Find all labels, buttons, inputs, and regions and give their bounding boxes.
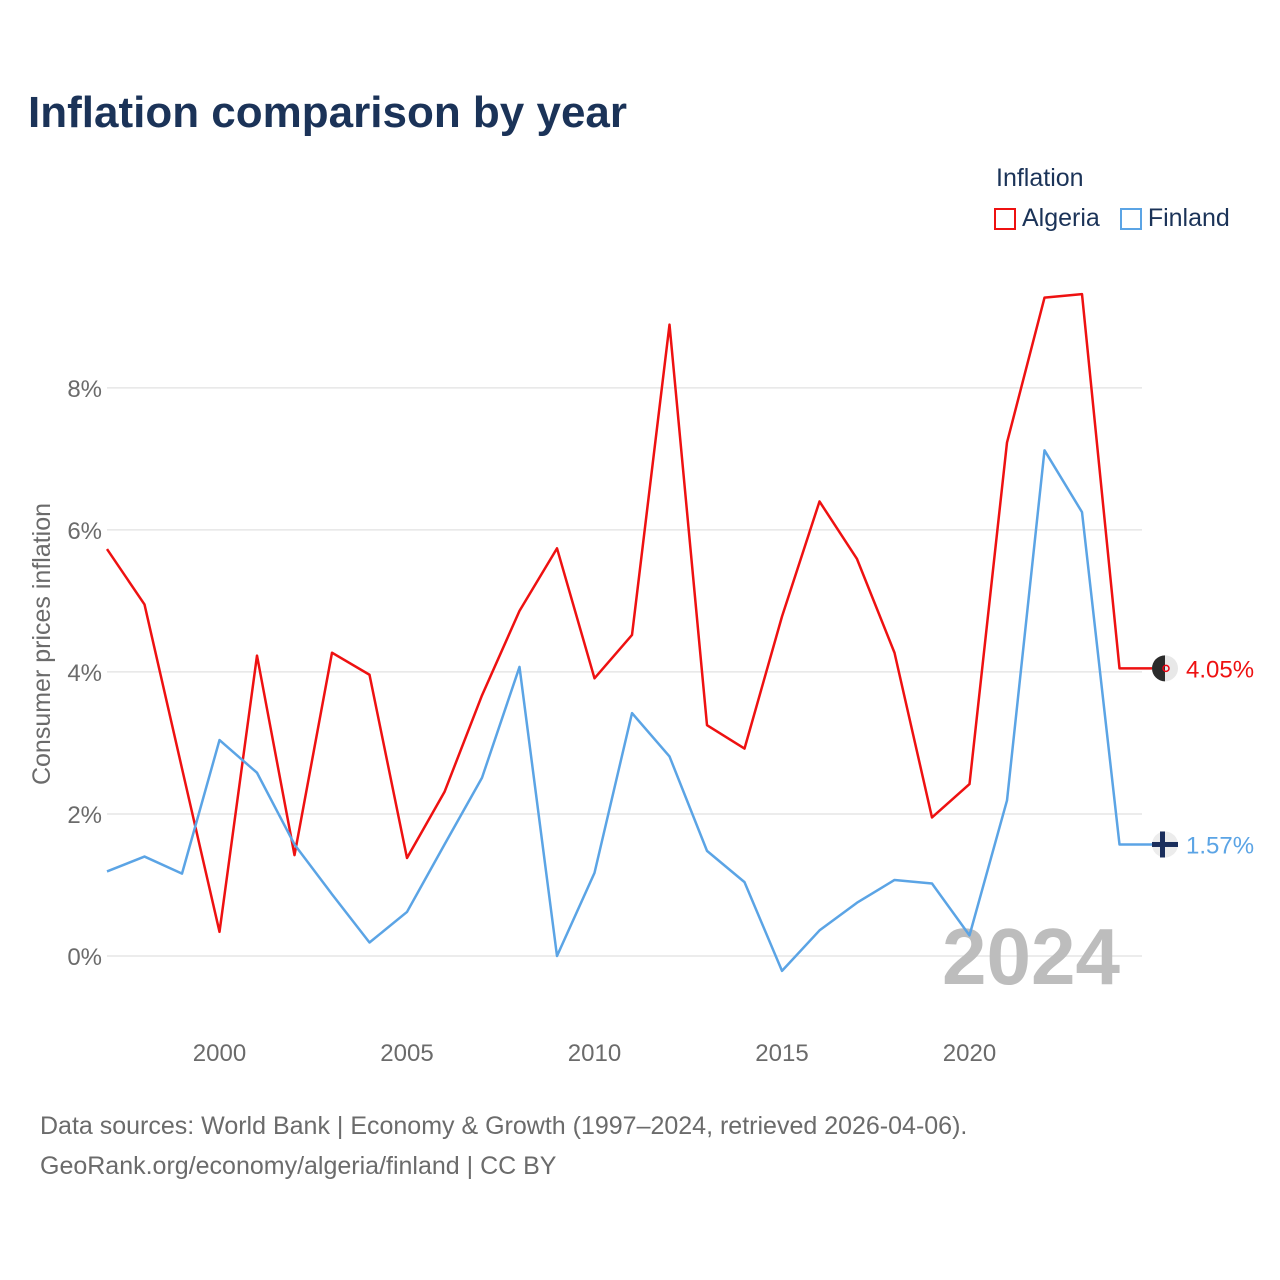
x-tick-label: 2005: [380, 1040, 433, 1067]
y-tick-label: 0%: [67, 944, 102, 971]
x-axis-tick-labels: 2000 2005 2010 2015 2020: [193, 1040, 996, 1067]
end-markers: 4.05% 1.57%: [1152, 655, 1254, 859]
y-tick-label: 6%: [67, 518, 102, 545]
series-lines: [105, 292, 1152, 973]
end-value-label-algeria: 4.05%: [1186, 656, 1254, 683]
legend: Algeria Finland: [994, 204, 1244, 233]
chart-title: Inflation comparison by year: [28, 88, 628, 137]
legend-label-finland: Finland: [1147, 204, 1230, 232]
footer-sources: Data sources: World Bank | Economy & Gro…: [40, 1112, 968, 1140]
x-tick-label: 2020: [943, 1040, 996, 1067]
series-line-finland: [106, 449, 1152, 973]
legend-label-algeria: Algeria: [1022, 204, 1100, 232]
y-axis-label: Consumer prices inflation: [28, 503, 56, 785]
y-tick-label: 4%: [67, 660, 102, 687]
legend-title: Inflation: [996, 164, 1084, 192]
series-line-algeria: [105, 292, 1152, 934]
gridlines: [107, 387, 1142, 957]
y-tick-label: 8%: [67, 376, 102, 403]
legend-item-finland[interactable]: Finland: [1119, 204, 1230, 233]
end-value-label-finland: 1.57%: [1186, 832, 1254, 859]
flag-half: [1152, 655, 1165, 682]
legend-swatch-algeria: [994, 207, 1016, 230]
x-tick-label: 2000: [193, 1040, 246, 1067]
flag-crescent: [1162, 664, 1170, 673]
year-annotation: 2024: [942, 912, 1120, 1001]
footer-link[interactable]: GeoRank.org/economy/algeria/finland | CC…: [40, 1152, 557, 1180]
flag-cross-v: [1160, 831, 1165, 858]
x-tick-label: 2010: [568, 1040, 621, 1067]
flag-marker-algeria: [1152, 655, 1178, 682]
y-axis-tick-labels: 0% 2% 4% 6% 8%: [67, 376, 102, 971]
y-tick-label: 2%: [67, 802, 102, 829]
footer: Data sources: World Bank | Economy & Gro…: [40, 1106, 967, 1186]
flag-marker-finland: [1152, 831, 1178, 858]
legend-swatch-finland: [1119, 207, 1142, 230]
x-tick-label: 2015: [755, 1040, 808, 1067]
legend-item-algeria[interactable]: Algeria: [994, 204, 1100, 233]
